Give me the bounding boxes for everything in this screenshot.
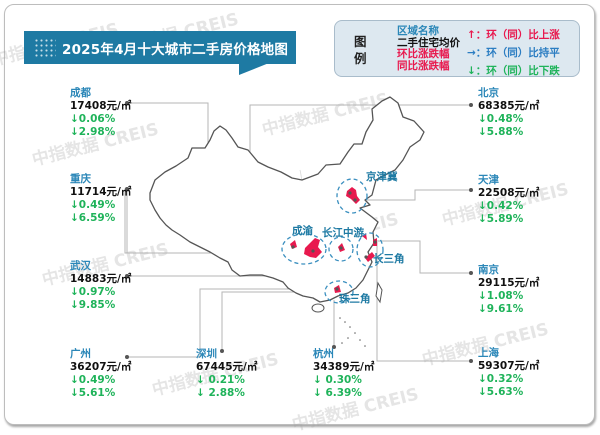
city-price: 67445元/㎡ xyxy=(196,361,258,373)
title-banner: 2025年4月十大城市二手房价格地图 xyxy=(24,31,296,64)
legend-symbol-flat: →：环（同）比持平 xyxy=(467,47,560,59)
city-mom: ↓1.08% xyxy=(478,290,524,302)
city-name: 深圳 xyxy=(196,348,217,360)
city-name: 北京 xyxy=(478,87,499,99)
city-mom: ↓0.32% xyxy=(478,373,524,385)
city-yoy: ↓5.63% xyxy=(478,386,524,398)
city-yoy: ↓9.61% xyxy=(478,303,524,315)
region-label-jingjinji: 京津冀 xyxy=(366,171,398,183)
legend-key-price: 二手住宅均价 xyxy=(397,36,460,49)
city-mom: ↓0.42% xyxy=(478,200,524,212)
city-yoy: ↓5.61% xyxy=(70,387,116,399)
city-yoy: ↓5.88% xyxy=(478,126,524,138)
city-mom: ↓0.97% xyxy=(70,286,116,298)
legend-keys: 区域名称 二手住宅均价 环比涨跌幅 同比涨跌幅 xyxy=(397,25,460,72)
region-label-changjiang: 长江中游 xyxy=(322,227,364,239)
city-price: 34389元/㎡ xyxy=(313,361,375,373)
city-shanghai: 上海 59307元/㎡ ↓0.32% ↓5.63% xyxy=(478,347,539,399)
legend-key-region: 区域名称 xyxy=(397,25,439,37)
city-beijing: 北京 68385元/㎡ ↓0.48% ↓5.88% xyxy=(478,87,539,139)
page-title: 2025年4月十大城市二手房价格地图 xyxy=(62,41,289,58)
city-name: 成都 xyxy=(70,87,91,99)
city-mom: ↓0.06% xyxy=(70,113,116,125)
city-hangzhou: 杭州 34389元/㎡ ↓ 0.30% ↓ 6.39% xyxy=(313,348,374,400)
region-label-zhusanjiao: 珠三角 xyxy=(339,293,371,305)
legend-key-yoy: 同比涨跌幅 xyxy=(397,59,450,72)
city-name: 重庆 xyxy=(70,173,91,185)
legend-symbols: ↑：环（同）比上涨 →：环（同）比持平 ↓：环（同）比下跌 xyxy=(467,26,560,80)
city-yoy: ↓ 6.39% xyxy=(313,387,362,399)
city-yoy: ↓9.85% xyxy=(70,299,116,311)
city-mom: ↓0.48% xyxy=(478,113,524,125)
region-label-changsanjiao: 长三角 xyxy=(373,253,405,265)
city-price: 29115元/㎡ xyxy=(478,277,540,289)
dot-grid-icon xyxy=(34,37,56,58)
city-price: 17408元/㎡ xyxy=(70,100,132,112)
city-mom: ↓ 0.30% xyxy=(313,374,362,386)
legend-heading: 图例 xyxy=(354,34,367,66)
city-yoy: ↓5.89% xyxy=(478,213,524,225)
city-price: 59307元/㎡ xyxy=(478,360,540,372)
city-name: 南京 xyxy=(478,264,499,276)
city-price: 11714元/㎡ xyxy=(70,186,132,198)
city-mom: ↓ 0.21% xyxy=(196,374,245,386)
city-yoy: ↓6.59% xyxy=(70,212,116,224)
city-name: 天津 xyxy=(478,174,499,186)
city-price: 68385元/㎡ xyxy=(478,100,540,112)
city-mom: ↓0.49% xyxy=(70,199,116,211)
legend-symbol-down: ↓：环（同）比下跌 xyxy=(467,65,560,77)
city-price: 22508元/㎡ xyxy=(478,187,540,199)
city-price: 36207元/㎡ xyxy=(70,361,132,373)
city-mom: ↓0.49% xyxy=(70,374,116,386)
city-yoy: ↓ 2.88% xyxy=(196,387,245,399)
city-guangzhou: 广州 36207元/㎡ ↓0.49% ↓5.61% xyxy=(70,348,131,400)
city-name: 杭州 xyxy=(313,348,334,360)
city-nanjing: 南京 29115元/㎡ ↓1.08% ↓9.61% xyxy=(478,264,539,316)
city-tianjin: 天津 22508元/㎡ ↓0.42% ↓5.89% xyxy=(478,174,539,226)
legend-key-mom: 环比涨跌幅 xyxy=(397,48,450,60)
legend-symbol-up: ↑：环（同）比上涨 xyxy=(467,29,560,41)
city-chongqing: 重庆 11714元/㎡ ↓0.49% ↓6.59% xyxy=(70,173,131,225)
city-name: 武汉 xyxy=(70,260,91,272)
city-yoy: ↓2.98% xyxy=(70,126,116,138)
city-name: 上海 xyxy=(478,347,499,359)
city-shenzhen: 深圳 67445元/㎡ ↓ 0.21% ↓ 2.88% xyxy=(196,348,257,400)
city-name: 广州 xyxy=(70,348,91,360)
city-chengdu: 成都 17408元/㎡ ↓0.06% ↓2.98% xyxy=(70,87,131,139)
legend-box: 图例 区域名称 二手住宅均价 环比涨跌幅 同比涨跌幅 ↑：环（同）比上涨 →：环… xyxy=(334,20,580,77)
city-price: 14883元/㎡ xyxy=(70,273,132,285)
region-label-chengyu: 成渝 xyxy=(292,225,313,237)
city-wuhan: 武汉 14883元/㎡ ↓0.97% ↓9.85% xyxy=(70,260,131,312)
